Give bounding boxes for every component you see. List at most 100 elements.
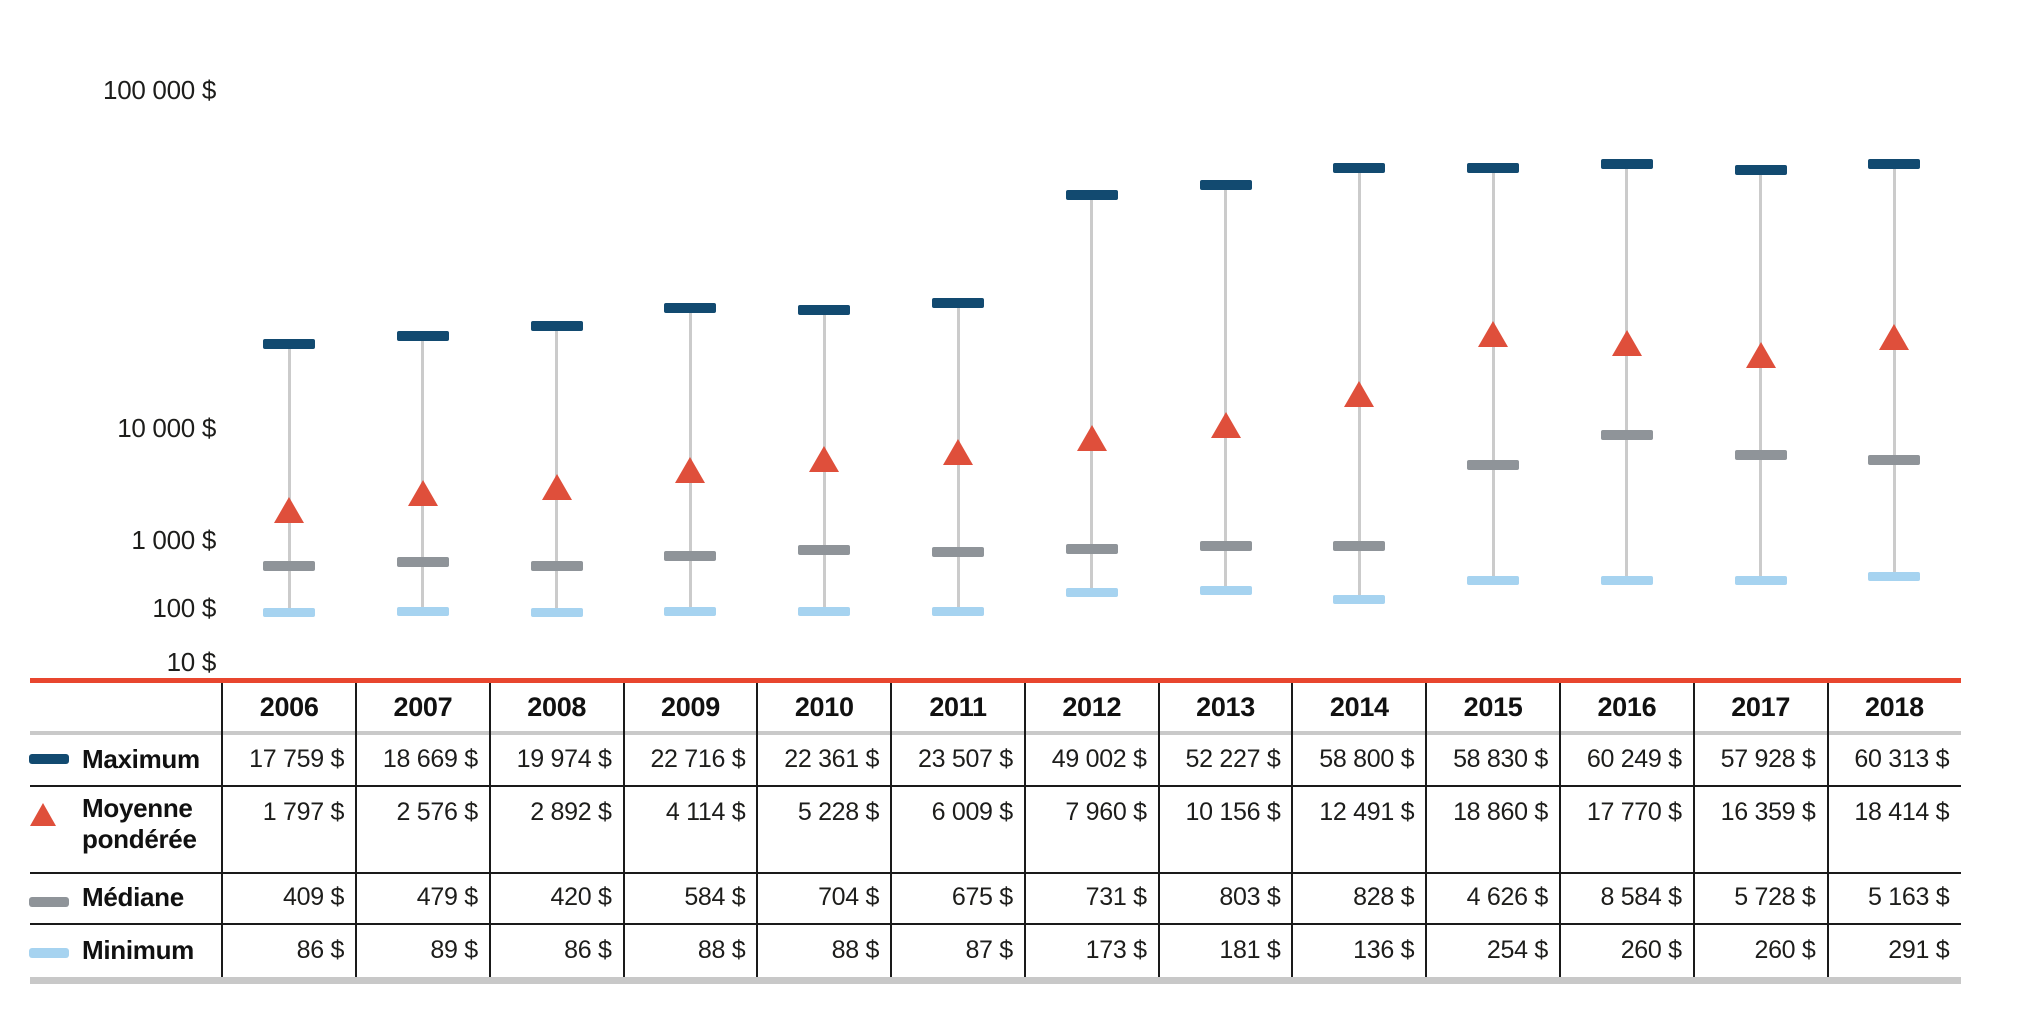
table-cell-maximum-2007: 18 669 $ [382,745,478,773]
moyenne-triangle-marker [274,497,305,524]
table-cell-moyenne-2011: 6 009 $ [931,798,1014,826]
table-cell-mediane-2009: 584 $ [684,883,746,911]
table-cell-minimum-2017: 260 $ [1754,936,1816,964]
table-cell-mediane-2014: 828 $ [1353,883,1415,911]
table-cell-maximum-2006: 17 759 $ [249,745,345,773]
table-cell-mediane-2012: 731 $ [1085,883,1147,911]
column-border-line [622,683,625,977]
y-axis-tick-label: 100 $ [152,593,216,623]
column-border-line [221,683,224,977]
minimum-bar-marker [530,607,583,617]
maximum-bar-marker [664,302,717,313]
year-header-2014: 2014 [1329,692,1389,722]
column-border-line [1023,683,1026,977]
table-cell-maximum-2018: 60 313 $ [1854,745,1950,773]
column-border-line [1425,683,1428,977]
mediane-bar-marker [396,556,449,567]
table-cell-minimum-2012: 173 $ [1085,936,1147,964]
table-cell-moyenne-2012: 7 960 $ [1065,798,1147,826]
table-cell-maximum-2017: 57 928 $ [1720,745,1816,773]
mediane-bar-marker [798,545,851,556]
maximum-bar-marker [263,338,316,349]
minimum-bar-marker [1868,572,1921,582]
legend-label-moyenne-line2: pondérée [82,824,197,854]
maximum-bar-marker [1199,180,1252,191]
moyenne-triangle-marker [1879,324,1910,351]
maximum-bar-marker [530,321,583,332]
table-cell-maximum-2010: 22 361 $ [784,745,880,773]
maximum-bar-marker [1333,162,1386,173]
table-cell-mediane-2007: 479 $ [416,883,478,911]
column-border-line [1559,683,1561,977]
mediane-bar-marker [530,560,583,571]
moyenne-triangle-marker [407,479,438,506]
min-max-range-line [1224,185,1228,591]
minimum-bar-marker [932,607,985,617]
maximum-bar-marker [1734,165,1787,176]
table-cell-moyenne-2016: 17 770 $ [1586,798,1682,826]
table-cell-moyenne-2017: 16 359 $ [1720,798,1816,826]
y-axis-tick-label: 1 000 $ [131,525,216,555]
table-cell-mediane-2013: 803 $ [1219,883,1281,911]
table-cell-minimum-2018: 291 $ [1888,936,1950,964]
row-separator-line [30,872,1962,874]
moyenne-triangle-marker [541,474,572,501]
table-cell-mediane-2008: 420 $ [550,883,612,911]
table-cell-minimum-2016: 260 $ [1620,936,1682,964]
table-cell-moyenne-2008: 2 892 $ [530,798,612,826]
maximum-bar-marker [1467,162,1520,173]
year-header-2009: 2009 [661,692,720,722]
legend-label-mediane: Médiane [82,882,184,912]
header-separator-line [30,731,1962,735]
mediane-bar-marker [932,546,985,557]
table-cell-maximum-2011: 23 507 $ [917,745,1013,773]
minimum-bar-marker [1333,594,1386,604]
legend-mediane-bar-icon [29,897,69,907]
row-separator-line [30,785,1962,787]
table-cell-minimum-2014: 136 $ [1353,936,1415,964]
table-cell-minimum-2015: 254 $ [1486,936,1548,964]
legend-label-maximum: Maximum [82,744,200,774]
minimum-bar-marker [664,606,717,616]
table-cell-moyenne-2009: 4 114 $ [665,798,746,826]
moyenne-triangle-marker [1611,329,1642,356]
y-axis-tick-label: 100 000 $ [103,75,216,105]
year-header-2017: 2017 [1731,692,1791,722]
table-cell-mediane-2011: 675 $ [951,883,1013,911]
minimum-bar-marker [1600,575,1653,585]
column-border-line [1157,683,1160,977]
table-cell-minimum-2013: 181 $ [1219,936,1281,964]
table-cell-maximum-2013: 52 227 $ [1185,745,1281,773]
table-cell-moyenne-2013: 10 156 $ [1185,798,1281,826]
min-max-range-line [421,336,425,611]
maximum-bar-marker [798,304,851,315]
minimum-bar-marker [396,606,449,616]
table-cell-maximum-2014: 58 800 $ [1319,745,1415,773]
year-header-2018: 2018 [1864,692,1924,722]
column-border-line [1291,683,1294,977]
moyenne-triangle-marker [943,438,974,465]
maximum-bar-marker [932,297,985,308]
year-header-2007: 2007 [393,692,453,722]
table-cell-moyenne-2015: 18 860 $ [1453,798,1548,826]
table-bottom-bar [30,977,1962,984]
minimum-bar-marker [1734,575,1787,585]
table-cell-mediane-2015: 4 626 $ [1466,883,1549,911]
table-cell-moyenne-2018: 18 414 $ [1854,798,1950,826]
column-border-line [488,683,491,977]
column-border-line [1826,683,1829,977]
mediane-bar-marker [1600,430,1653,441]
mediane-bar-marker [263,561,316,572]
table-cell-minimum-2007: 89 $ [430,936,478,964]
moyenne-triangle-marker [1478,320,1509,347]
table-cell-maximum-2016: 60 249 $ [1586,745,1682,773]
minimum-bar-marker [1065,587,1118,597]
min-max-range-line [1090,194,1094,592]
column-border-line [890,683,893,977]
moyenne-triangle-marker [1344,381,1375,408]
table-cell-minimum-2009: 88 $ [697,936,746,964]
column-border-line [756,683,759,977]
table-cell-mediane-2010: 704 $ [818,883,880,911]
year-header-2015: 2015 [1463,692,1523,722]
